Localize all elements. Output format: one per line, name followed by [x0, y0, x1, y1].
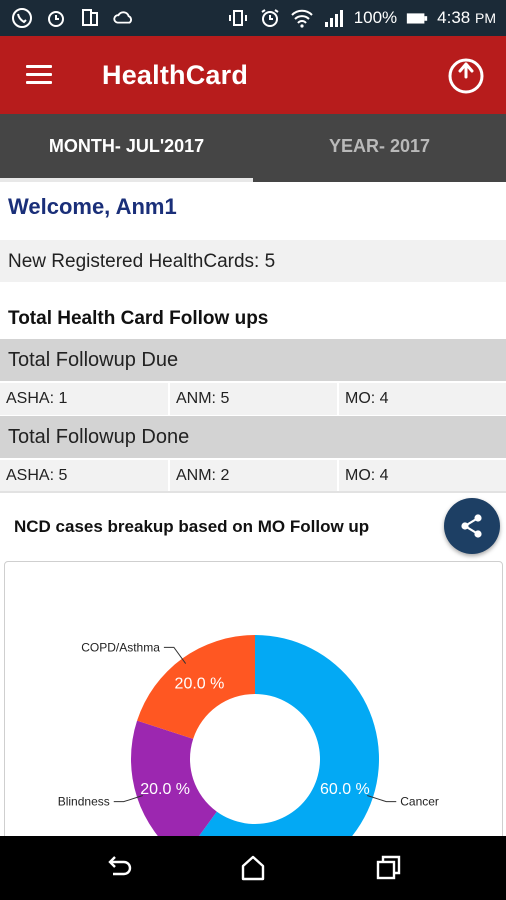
- app-bar: HealthCard: [0, 36, 506, 114]
- followup-due-header: Total Followup Due: [0, 339, 506, 381]
- dual-sim-icon: [78, 6, 102, 30]
- divider: [0, 491, 506, 493]
- done-mo: MO: 4: [339, 460, 506, 492]
- donut-slice-copd-asthma[interactable]: [137, 635, 255, 739]
- followup-done-header: Total Followup Done: [0, 416, 506, 458]
- new-registered-row: New Registered HealthCards: 5: [0, 240, 506, 282]
- status-bar: 100% 4:38 PM: [0, 0, 506, 36]
- battery-percent: 100%: [353, 8, 398, 27]
- donut-slice-blindness[interactable]: [131, 720, 217, 841]
- followup-done-row: ASHA: 5 ANM: 2 MO: 4: [0, 460, 506, 492]
- due-asha: ASHA: 1: [0, 383, 168, 415]
- back-icon[interactable]: [103, 852, 135, 884]
- donut-leader-line: [113, 794, 143, 803]
- signal-icon: [322, 6, 346, 30]
- donut-leader-line: [367, 794, 397, 803]
- followups-title: Total Health Card Follow ups: [8, 308, 269, 329]
- donut-category-label: Blindness: [58, 795, 110, 809]
- followup-due-label: Total Followup Due: [8, 349, 179, 371]
- status-ampm: PM: [475, 10, 496, 26]
- donut-value-label: 20.0 %: [140, 781, 190, 798]
- new-registered-text: New Registered HealthCards: 5: [8, 251, 276, 272]
- hamburger-menu-icon[interactable]: [22, 61, 58, 91]
- donut-slice-cancer[interactable]: [182, 635, 379, 841]
- power-icon[interactable]: [446, 56, 486, 96]
- donut-category-label: Cancer: [400, 795, 439, 809]
- status-clock: 4:38: [437, 8, 471, 27]
- home-icon[interactable]: [237, 852, 269, 884]
- done-asha: ASHA: 5: [0, 460, 168, 492]
- followup-done-label: Total Followup Done: [8, 426, 190, 448]
- donut-leader-line: [163, 646, 187, 664]
- whatsapp-icon: [10, 6, 34, 30]
- cloud-icon: [112, 6, 136, 30]
- vibrate-icon: [226, 6, 250, 30]
- ncd-title: NCD cases breakup based on MO Follow up: [14, 517, 370, 536]
- ncd-donut-chart: 60.0 % Cancer 20.0 % Blindness 20.0 % COPD/As…: [58, 635, 439, 841]
- donut-value-label: 60.0 %: [320, 781, 370, 798]
- ncd-chart-card: 60.0 % Cancer 20.0 % Blindness 20.0 % COPD/As…: [4, 561, 503, 841]
- done-anm: ANM: 2: [170, 460, 337, 492]
- share-icon: [461, 514, 482, 538]
- period-tabs: MONTH- JUL'2017 YEAR- 2017: [0, 114, 506, 182]
- alarm-icon: [44, 6, 68, 30]
- tab-month[interactable]: MONTH- JUL'2017: [0, 114, 253, 182]
- due-anm: ANM: 5: [170, 383, 337, 415]
- welcome-text: Welcome, Anm1: [8, 194, 177, 219]
- app-title: HealthCard: [102, 60, 249, 90]
- followup-due-row: ASHA: 1 ANM: 5 MO: 4: [0, 383, 506, 415]
- due-mo: MO: 4: [339, 383, 506, 415]
- donut-value-label: 20.0 %: [175, 676, 225, 693]
- share-button[interactable]: [444, 498, 500, 554]
- tab-year[interactable]: YEAR- 2017: [328, 136, 431, 156]
- donut-category-label: COPD/Asthma: [81, 640, 160, 654]
- wifi-icon: [290, 6, 314, 30]
- alarm-clock-icon: [258, 6, 282, 30]
- navigation-bar: [0, 836, 506, 900]
- welcome-banner: Welcome, Anm1: [0, 186, 506, 230]
- status-notifications: [10, 6, 136, 30]
- status-time: 4:38 PM: [437, 8, 496, 28]
- recents-icon[interactable]: [372, 852, 404, 884]
- status-system: 100% 4:38 PM: [226, 6, 496, 30]
- battery-icon: [405, 6, 429, 30]
